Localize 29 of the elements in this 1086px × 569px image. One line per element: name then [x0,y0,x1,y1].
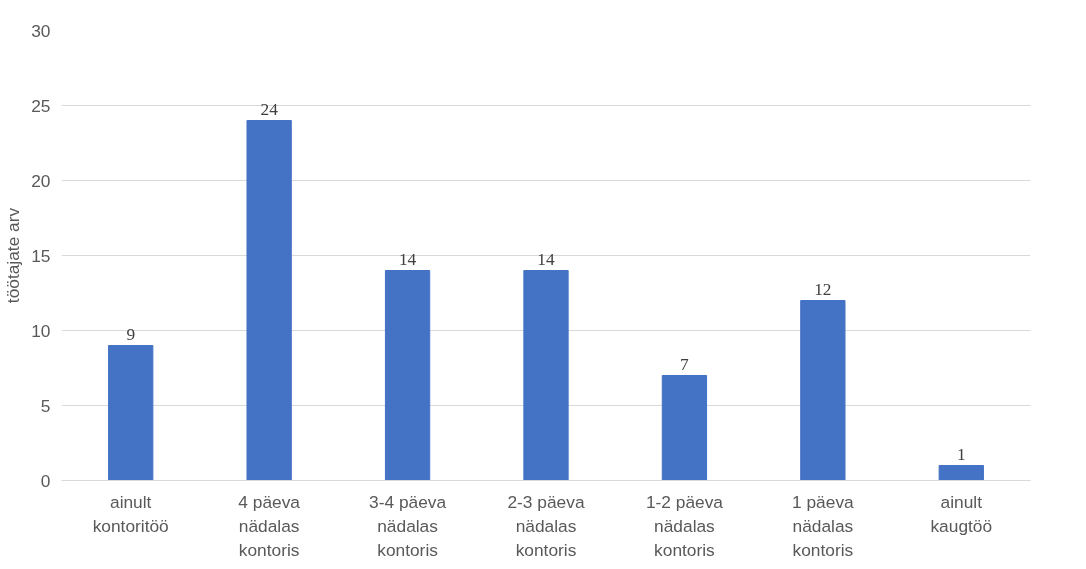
data-label: 12 [814,279,832,299]
data-label: 1 [956,444,966,464]
y-tick-label: 30 [31,20,51,41]
bar [800,300,846,481]
y-tick-label: 5 [40,395,51,416]
bar [384,270,431,481]
y-axis-title: töötajate arv [3,207,24,304]
x-tick-label: 3-4 päeva nädalas kontoris [369,491,447,560]
y-tick-label: 20 [31,170,51,191]
data-label: 9 [126,324,136,344]
data-label: 14 [398,249,417,269]
x-tick-label: 4 päeva nädalas kontoris [238,491,301,560]
bar [108,345,154,481]
bar [523,270,569,481]
bar [938,465,984,481]
x-tick-label: 1-2 päeva nädalas kontoris [645,491,724,560]
data-label: 14 [537,249,555,269]
x-tick-label: ainult kaugtöö [930,491,993,536]
y-tick-label: 0 [40,470,51,491]
bar [661,375,708,481]
x-tick-label: 1 päeva nädalas kontoris [792,491,855,560]
data-label: 24 [260,99,279,119]
data-label: 7 [680,354,690,374]
y-tick-label: 15 [31,245,51,266]
y-tick-label: 10 [31,320,51,341]
y-tick-label: 25 [31,95,51,116]
x-tick-label: 2-3 päeva nädalas kontoris [507,491,585,560]
bar [246,120,292,481]
x-tick-label: ainult kontoritöö [92,491,169,536]
